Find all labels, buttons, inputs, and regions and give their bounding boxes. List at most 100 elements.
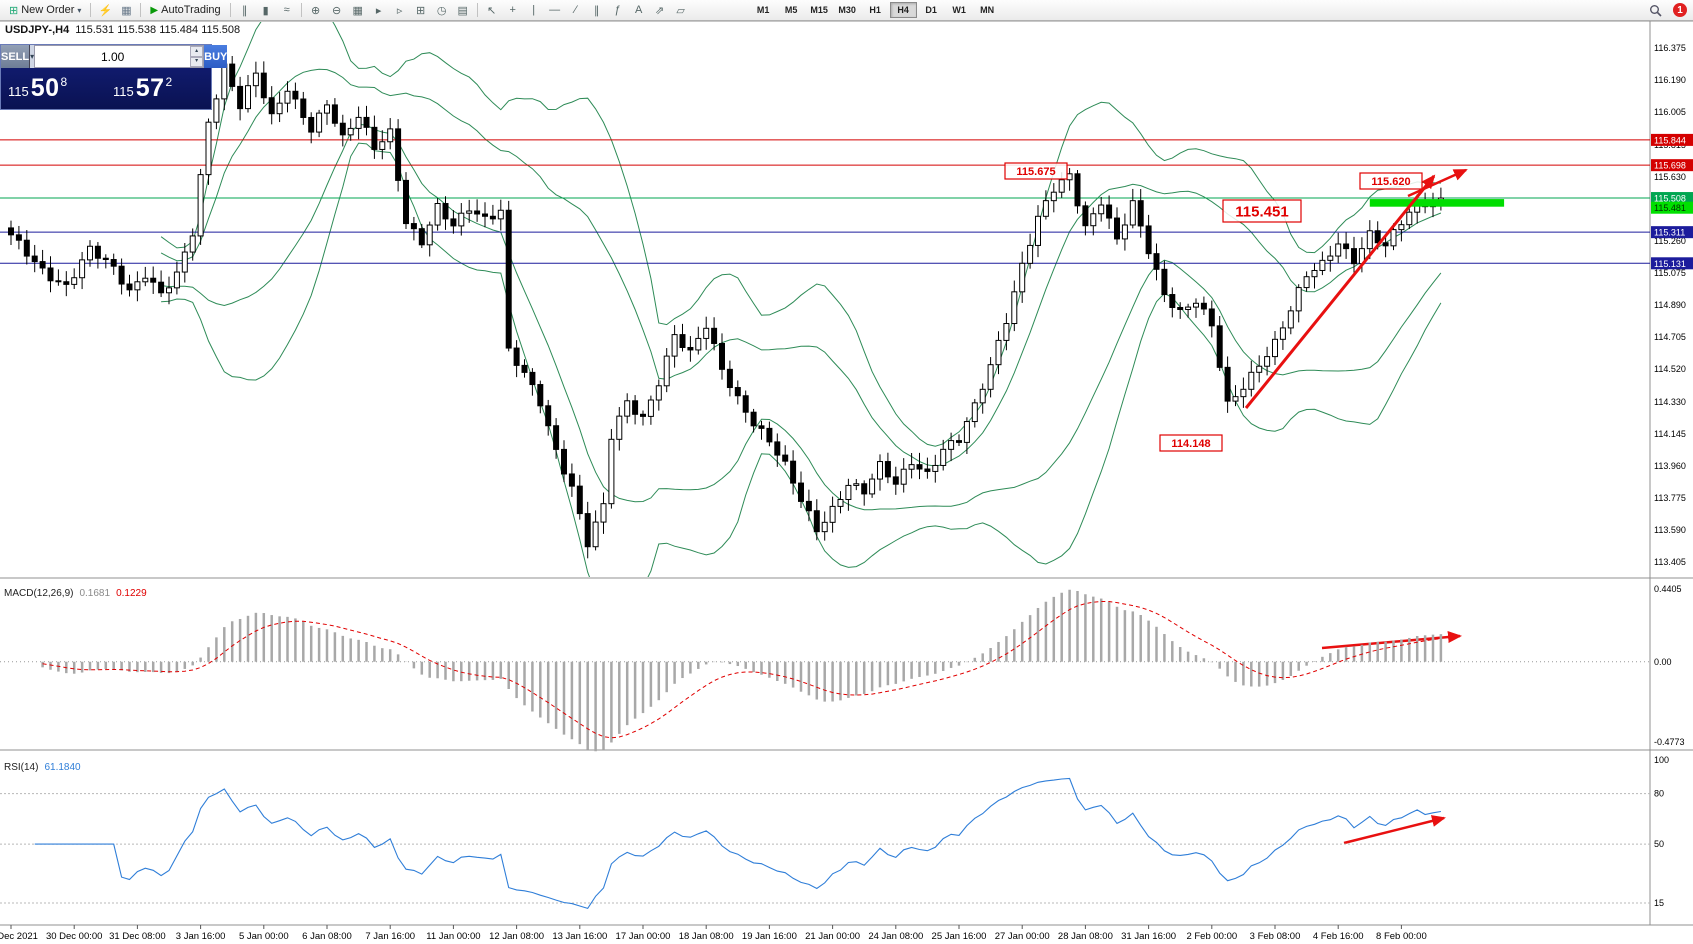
- buy-price-sup: 2: [165, 75, 173, 89]
- sell-price-main: 50: [30, 74, 60, 102]
- volume-down-button[interactable]: ▾: [190, 56, 204, 67]
- chevron-down-icon: ▾: [77, 5, 82, 15]
- rsi-panel: 100 80 50 15 RSI(14) 61.1840: [0, 755, 1669, 910]
- svg-text:114.705: 114.705: [1654, 332, 1686, 342]
- svg-text:50: 50: [1654, 839, 1664, 849]
- svg-text:113.960: 113.960: [1654, 461, 1686, 471]
- toolbar-separator: [476, 3, 478, 17]
- timeframe-mn-button[interactable]: MN: [974, 2, 1001, 18]
- new-order-label: New Order: [21, 4, 75, 16]
- main-toolbar: ⊞ New Order ▾ ⚡ ▦ ▶ AutoTrading ∥ ▮ ≈ ⊕ ⊖ ▦ ▸ ▹…: [0, 0, 1693, 21]
- new-order-button[interactable]: ⊞ New Order ▾: [4, 1, 86, 19]
- trade-panel-prices: 115508 115572: [1, 68, 211, 109]
- svg-text:113.405: 113.405: [1654, 557, 1686, 567]
- text-label-icon[interactable]: A: [629, 1, 649, 19]
- svg-text:12 Jan 08:00: 12 Jan 08:00: [489, 931, 544, 942]
- timeframe-m5-button[interactable]: M5: [778, 2, 805, 18]
- chart-type-group: ∥ ▮ ≈: [235, 1, 297, 19]
- autotrading-button[interactable]: ▶ AutoTrading: [145, 1, 225, 19]
- cursor-icon[interactable]: ↖: [482, 1, 502, 19]
- svg-text:29 Dec 2021: 29 Dec 2021: [0, 931, 38, 942]
- volume-input[interactable]: [35, 46, 191, 67]
- search-button[interactable]: [1644, 1, 1667, 19]
- timeframe-w1-button[interactable]: W1: [946, 2, 973, 18]
- trendline-icon[interactable]: ∕: [566, 1, 586, 19]
- equidistant-channel-icon[interactable]: ∥: [587, 1, 607, 19]
- svg-text:114.890: 114.890: [1654, 300, 1686, 310]
- svg-text:115.131: 115.131: [1654, 259, 1686, 269]
- buy-price[interactable]: 115572: [106, 74, 211, 103]
- highlight-zone: [1369, 199, 1505, 207]
- svg-text:113.590: 113.590: [1654, 525, 1686, 535]
- trend-arrow: [1244, 174, 1436, 409]
- sell-button[interactable]: SELL: [1, 45, 31, 68]
- line-chart-icon[interactable]: ≈: [277, 1, 297, 19]
- trend-arrow: [1321, 631, 1462, 650]
- svg-text:27 Jan 00:00: 27 Jan 00:00: [995, 931, 1050, 942]
- volume-dropdown-button[interactable]: ▾: [30, 45, 35, 68]
- svg-text:6 Jan 08:00: 6 Jan 08:00: [302, 931, 352, 942]
- view-tools-group: ⊕ ⊖ ▦ ▸ ▹ ⊞ ◷ ▤: [306, 1, 473, 19]
- toolbar-separator: [140, 3, 142, 17]
- templates-icon[interactable]: ▤: [453, 1, 473, 19]
- svg-text:115.508: 115.508: [1654, 194, 1686, 204]
- svg-text:-0.4773: -0.4773: [1654, 737, 1685, 747]
- macd-panel: 0.4405 0.00 -0.4773 MACD(12,26,9) 0.1681 0.12…: [0, 584, 1685, 752]
- svg-text:3 Jan 16:00: 3 Jan 16:00: [176, 931, 226, 942]
- svg-text:2 Feb 00:00: 2 Feb 00:00: [1186, 931, 1237, 942]
- svg-text:100: 100: [1654, 755, 1669, 765]
- chart-ohlc-values: 115.531 115.538 115.484 115.508: [75, 24, 241, 36]
- buy-button[interactable]: BUY: [204, 45, 228, 68]
- volume-up-button[interactable]: ▴: [190, 46, 204, 57]
- svg-text:114.145: 114.145: [1654, 429, 1686, 439]
- svg-text:8 Feb 00:00: 8 Feb 00:00: [1376, 931, 1427, 942]
- volume-input-wrap: ▴ ▾: [34, 45, 205, 68]
- timeframe-m15-button[interactable]: M15: [806, 2, 833, 18]
- timeframe-h4-button[interactable]: H4: [889, 2, 917, 18]
- svg-text:113.775: 113.775: [1654, 493, 1686, 503]
- lightning-icon[interactable]: ⚡: [95, 1, 115, 19]
- trend-arrow: [1343, 815, 1446, 845]
- charts-grid-icon[interactable]: ▦: [116, 1, 136, 19]
- zoom-out-icon[interactable]: ⊖: [327, 1, 347, 19]
- autotrading-label: AutoTrading: [161, 4, 221, 16]
- timeframe-h1-button[interactable]: H1: [862, 2, 889, 18]
- svg-text:11 Jan 00:00: 11 Jan 00:00: [426, 931, 480, 942]
- zoom-in-icon[interactable]: ⊕: [306, 1, 326, 19]
- svg-text:13 Jan 16:00: 13 Jan 16:00: [552, 931, 607, 942]
- svg-text:115.075: 115.075: [1654, 268, 1686, 278]
- svg-text:18 Jan 08:00: 18 Jan 08:00: [679, 931, 734, 942]
- volume-stepper: ▴ ▾: [190, 46, 204, 67]
- svg-text:24 Jan 08:00: 24 Jan 08:00: [868, 931, 923, 942]
- quick-tools-group: ⚡ ▦: [95, 1, 136, 19]
- svg-text:115.260: 115.260: [1654, 236, 1686, 246]
- timeframe-m30-button[interactable]: M30: [834, 2, 861, 18]
- timeframe-m1-button[interactable]: M1: [750, 2, 777, 18]
- svg-text:115.844: 115.844: [1654, 135, 1686, 145]
- timeframe-d1-button[interactable]: D1: [918, 2, 945, 18]
- svg-text:115.451: 115.451: [1235, 203, 1288, 220]
- shapes-icon[interactable]: ▱: [671, 1, 691, 19]
- arrow-tools-icon[interactable]: ⇗: [650, 1, 670, 19]
- timeframe-group: M1 M5 M15 M30 H1 H4 D1 W1 MN: [750, 2, 1001, 18]
- svg-text:116.005: 116.005: [1654, 107, 1686, 117]
- fibonacci-icon[interactable]: ƒ: [608, 1, 628, 19]
- vertical-line-icon[interactable]: |: [524, 1, 544, 19]
- notification-badge[interactable]: 1: [1673, 3, 1687, 17]
- shift-chart-icon[interactable]: ▹: [390, 1, 410, 19]
- time-axis: 29 Dec 2021 30 Dec 00:00 31 Dec 08:00 3 Jan…: [0, 925, 1427, 942]
- svg-text:3 Feb 08:00: 3 Feb 08:00: [1250, 931, 1301, 942]
- periods-icon[interactable]: ◷: [432, 1, 452, 19]
- autoscroll-icon[interactable]: ▸: [369, 1, 389, 19]
- main-chart-layer: [0, 22, 1650, 577]
- new-chart-icon[interactable]: ⊞: [411, 1, 431, 19]
- svg-text:114.330: 114.330: [1654, 397, 1686, 407]
- bar-chart-icon[interactable]: ∥: [235, 1, 255, 19]
- horizontal-line-icon[interactable]: —: [545, 1, 565, 19]
- sell-price[interactable]: 115508: [1, 74, 106, 103]
- tile-windows-icon[interactable]: ▦: [348, 1, 368, 19]
- crosshair-icon[interactable]: +: [503, 1, 523, 19]
- sell-price-prefix: 115: [8, 84, 29, 99]
- candlestick-chart-icon[interactable]: ▮: [256, 1, 276, 19]
